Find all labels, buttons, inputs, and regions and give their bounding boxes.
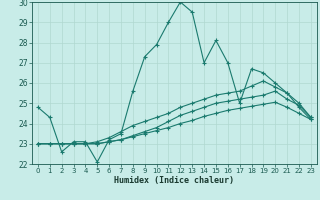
- X-axis label: Humidex (Indice chaleur): Humidex (Indice chaleur): [115, 176, 234, 185]
